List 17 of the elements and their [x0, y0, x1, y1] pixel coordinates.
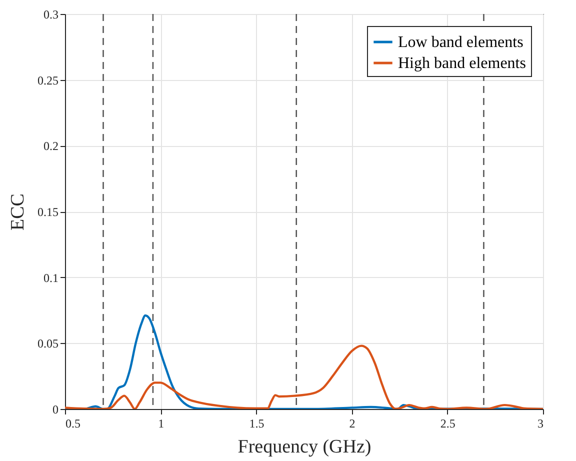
- x-tick-label: 2.5: [440, 416, 456, 430]
- x-tick-label: 2: [349, 416, 356, 430]
- y-tick-label: 0.25: [38, 73, 58, 88]
- x-tick-label: 0.5: [66, 416, 80, 430]
- y-tick-label: 0.2: [44, 139, 58, 154]
- legend-label: Low band elements: [398, 34, 524, 51]
- x-axis-title: Frequency (GHz): [238, 436, 372, 458]
- y-tick-label: 0.3: [44, 8, 58, 22]
- legend-label: High band elements: [398, 55, 526, 72]
- y-axis-title: ECC: [8, 194, 28, 230]
- x-tick-label: 1: [158, 416, 164, 430]
- x-tick-label: 1.5: [249, 416, 264, 430]
- x-tick-label: 3: [538, 416, 544, 430]
- y-tick-label: 0.1: [44, 270, 58, 285]
- y-tick-label: 0.15: [38, 205, 58, 219]
- y-tick-label: 0: [52, 402, 58, 416]
- y-tick-label: 0.05: [38, 336, 58, 351]
